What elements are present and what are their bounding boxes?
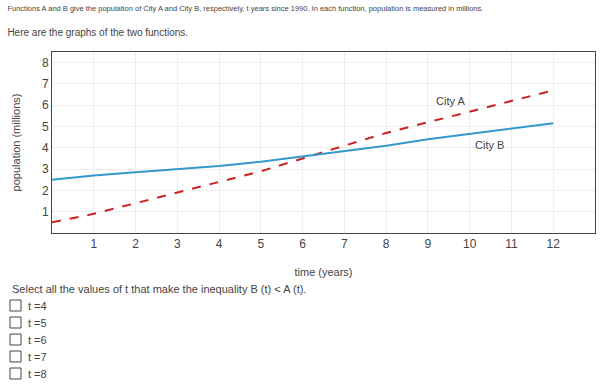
svg-text:Select all the values of t tha: Select all the values of t that make the… (12, 283, 306, 295)
svg-text:2: 2 (42, 184, 49, 198)
svg-text:t =5: t =5 (28, 317, 47, 329)
svg-text:Functions A and B give the pop: Functions A and B give the population of… (7, 4, 483, 13)
svg-text:6: 6 (299, 237, 306, 251)
svg-text:t =4: t =4 (28, 300, 47, 312)
svg-text:10: 10 (463, 237, 477, 251)
svg-text:4: 4 (42, 141, 49, 155)
svg-text:7: 7 (341, 237, 348, 251)
svg-text:t =6: t =6 (28, 334, 47, 346)
svg-text:City A: City A (436, 95, 465, 107)
svg-text:City B: City B (475, 139, 504, 151)
svg-text:7: 7 (42, 77, 49, 91)
svg-text:8: 8 (42, 56, 49, 70)
svg-text:9: 9 (425, 237, 432, 251)
svg-text:11: 11 (505, 237, 518, 251)
svg-text:population (millions): population (millions) (10, 94, 22, 192)
svg-text:8: 8 (383, 237, 390, 251)
svg-text:3: 3 (42, 162, 49, 176)
svg-text:6: 6 (42, 98, 49, 112)
svg-text:12: 12 (547, 237, 561, 251)
svg-text:Here are the graphs of the two: Here are the graphs of the two functions… (7, 27, 188, 38)
svg-text:1: 1 (90, 237, 97, 251)
svg-text:t =7: t =7 (28, 351, 47, 363)
svg-text:time (years): time (years) (294, 266, 352, 278)
svg-text:3: 3 (174, 237, 181, 251)
svg-text:1: 1 (42, 205, 49, 219)
svg-text:t =8: t =8 (28, 368, 47, 380)
svg-text:5: 5 (42, 120, 49, 134)
svg-text:2: 2 (132, 237, 139, 251)
svg-text:5: 5 (258, 237, 265, 251)
svg-text:4: 4 (216, 237, 223, 251)
